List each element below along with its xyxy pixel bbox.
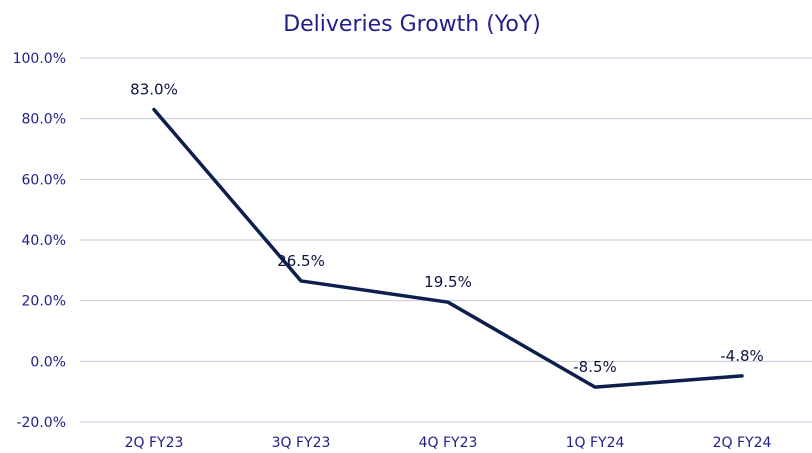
x-axis-tick-labels: 2Q FY23 3Q FY23 4Q FY23 1Q FY24 2Q FY24 <box>125 435 772 451</box>
x-tick-label: 4Q FY23 <box>419 435 478 451</box>
data-label: 83.0% <box>130 81 178 99</box>
x-tick-label: 2Q FY24 <box>713 435 772 451</box>
y-axis-tick-labels: 100.0% 80.0% 60.0% 40.0% 20.0% 0.0% -20.0% <box>13 51 66 431</box>
x-tick-label: 1Q FY24 <box>566 435 625 451</box>
series-line <box>152 107 744 389</box>
y-tick-label: 80.0% <box>22 112 66 128</box>
y-tick-label: 40.0% <box>22 233 66 249</box>
gridlines <box>80 57 812 423</box>
x-tick-label: 2Q FY23 <box>125 435 184 451</box>
data-label: -4.8% <box>720 347 764 365</box>
y-tick-label: 20.0% <box>22 294 66 310</box>
data-label: -8.5% <box>573 358 617 376</box>
y-tick-label: 0.0% <box>30 354 66 370</box>
y-tick-label: 100.0% <box>13 51 66 67</box>
x-tick-label: 3Q FY23 <box>272 435 331 451</box>
series-layer <box>152 107 744 389</box>
y-tick-label: -20.0% <box>16 415 66 431</box>
data-label: 19.5% <box>424 273 472 291</box>
y-tick-label: 60.0% <box>22 172 66 188</box>
data-labels: 83.0% 26.5% 19.5% -8.5% -4.8% <box>130 81 764 377</box>
chart-title: Deliveries Growth (YoY) <box>283 12 541 37</box>
data-label: 26.5% <box>277 252 325 270</box>
